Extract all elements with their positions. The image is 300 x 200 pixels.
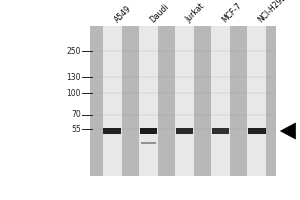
Bar (141, 142, 156, 144)
Text: 70: 70 (71, 110, 81, 119)
Bar (247, 26, 266, 176)
Polygon shape (280, 123, 296, 139)
Text: Daudi: Daudi (148, 2, 171, 24)
Bar (212, 128, 229, 134)
Text: 55: 55 (71, 124, 81, 134)
Bar (211, 26, 230, 176)
Bar (175, 26, 194, 176)
Bar (139, 26, 158, 176)
Text: 250: 250 (67, 46, 81, 55)
Text: A549: A549 (112, 4, 133, 24)
Bar (90, 26, 276, 176)
Bar (90, 26, 276, 176)
Bar (140, 128, 157, 134)
Bar (103, 128, 122, 134)
Bar (103, 26, 122, 176)
Text: MCF-7: MCF-7 (220, 1, 244, 24)
Text: NCI-H292: NCI-H292 (256, 0, 288, 24)
Bar (248, 128, 266, 134)
Bar (176, 128, 193, 134)
Text: Jurkat: Jurkat (184, 2, 207, 24)
Text: 130: 130 (67, 72, 81, 82)
Text: 100: 100 (67, 88, 81, 98)
